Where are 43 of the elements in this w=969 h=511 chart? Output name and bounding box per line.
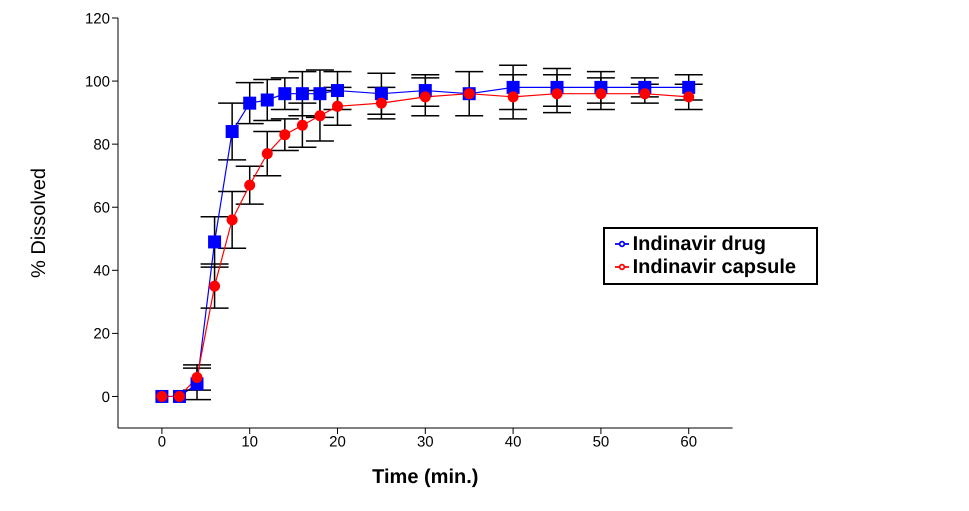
- point: [552, 88, 563, 100]
- point: [226, 214, 238, 226]
- point: [332, 100, 344, 112]
- point: [208, 235, 222, 248]
- x-tick-label: 50: [592, 434, 610, 451]
- point: [209, 280, 220, 292]
- point: [683, 91, 694, 102]
- point: [192, 372, 203, 384]
- point: [278, 87, 292, 100]
- x-tick-label: 20: [329, 434, 346, 451]
- point: [376, 98, 387, 109]
- y-tick-label: 60: [93, 200, 110, 217]
- point: [296, 120, 308, 131]
- point: [331, 84, 344, 98]
- x-tick-label: 30: [416, 434, 434, 451]
- point: [243, 96, 256, 110]
- point: [296, 87, 309, 100]
- point: [262, 148, 273, 160]
- point: [508, 91, 519, 102]
- x-tick-label: 40: [504, 434, 522, 451]
- legend-label: Indinavir capsule: [632, 256, 796, 278]
- y-axis-title: % Dissolved: [28, 168, 50, 278]
- x-axis-title: Time (min.): [372, 466, 478, 488]
- x-tick-label: 60: [680, 434, 698, 451]
- y-tick-label: 120: [84, 10, 110, 28]
- point: [420, 91, 431, 102]
- y-tick-label: 0: [102, 388, 110, 406]
- y-tick-label: 40: [93, 262, 110, 280]
- point: [226, 125, 239, 138]
- point: [260, 94, 274, 106]
- point: [279, 129, 290, 140]
- point: [314, 110, 326, 122]
- y-tick-label: 80: [93, 136, 110, 154]
- legend-label: Indinavir drug: [632, 232, 766, 254]
- x-tick-label: 10: [241, 434, 258, 451]
- point: [313, 87, 326, 100]
- point: [374, 87, 388, 100]
- x-tick-label: 0: [158, 434, 166, 451]
- point: [244, 180, 256, 191]
- point: [595, 88, 606, 100]
- point: [639, 88, 650, 100]
- y-tick-label: 100: [84, 73, 110, 90]
- y-tick-label: 20: [93, 326, 110, 343]
